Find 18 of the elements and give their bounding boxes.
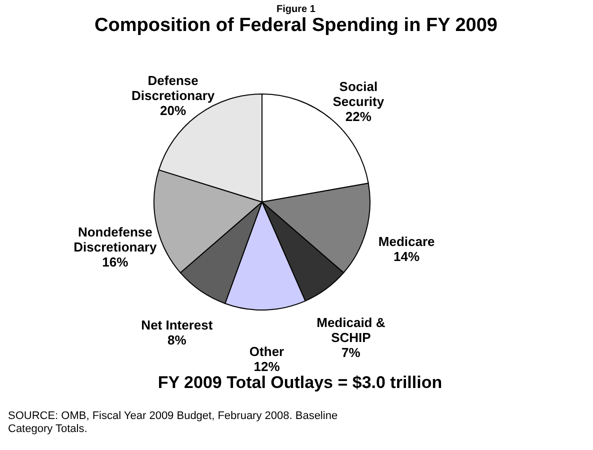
slice-label: Defense Discretionary (132, 73, 216, 104)
slice-label: Other (249, 344, 284, 359)
data-label: 8% (168, 332, 187, 348)
caption: Figure 1 (276, 4, 316, 15)
data-label: 14% (394, 248, 420, 264)
slice-label: Net Interest (141, 318, 214, 333)
slice-label: Social Security (332, 79, 385, 110)
data-label: 20% (160, 103, 187, 118)
data-label: 16% (102, 254, 129, 270)
data-label: 12% (254, 358, 280, 374)
chart-title: Composition of Federal Spending in FY 2009 (94, 15, 498, 36)
data-label: 7% (342, 344, 361, 360)
slice-label: Nondefense Discretionary (74, 224, 158, 255)
text: FY 2009 Total Outlays = $3.0 trillion (158, 373, 442, 392)
slice-label: Medicaid & SCHIP (316, 314, 386, 345)
source-note: SOURCE: OMB, Fiscal Year 2009 Budget, February 2008. Baseline Category Totals. (8, 410, 338, 435)
data-label: 22% (345, 109, 372, 124)
slice-label: Medicare (378, 234, 435, 249)
